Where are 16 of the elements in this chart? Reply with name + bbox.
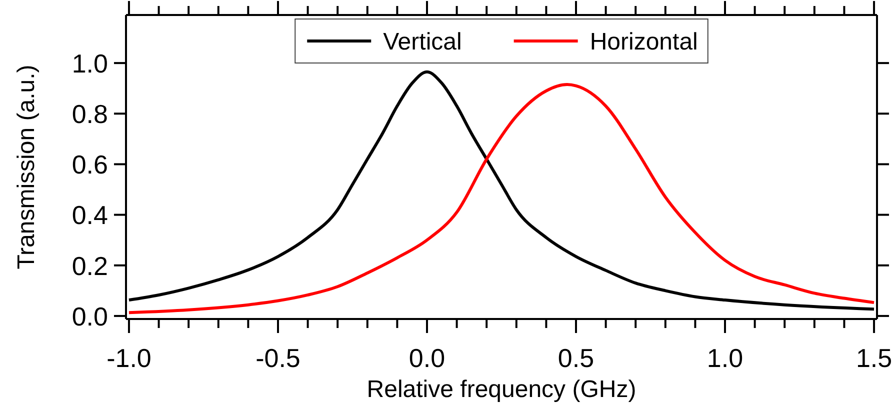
- y-axis-title: Transmission (a.u.): [13, 64, 40, 270]
- y-tick-label: 0.2: [72, 250, 108, 281]
- y-tick-label: 0.8: [72, 98, 108, 129]
- y-tick-label: 0.6: [72, 150, 108, 180]
- x-tick-label: 1.0: [706, 343, 744, 373]
- x-tick-label: 1.5: [856, 343, 892, 373]
- x-tick-label: 0.5: [558, 343, 594, 373]
- x-tick-label: 0.0: [408, 343, 446, 373]
- y-tick-label: 1.0: [72, 48, 108, 78]
- legend-label: Vertical: [383, 28, 462, 56]
- x-tick-label: -0.5: [256, 343, 300, 373]
- y-tick-label: 0.0: [72, 301, 108, 332]
- y-tick-label: 0.4: [72, 200, 108, 230]
- legend-label: Horizontal: [590, 28, 698, 56]
- x-tick-label: -1.0: [106, 343, 152, 373]
- x-axis-title: Relative frequency (GHz): [366, 376, 636, 403]
